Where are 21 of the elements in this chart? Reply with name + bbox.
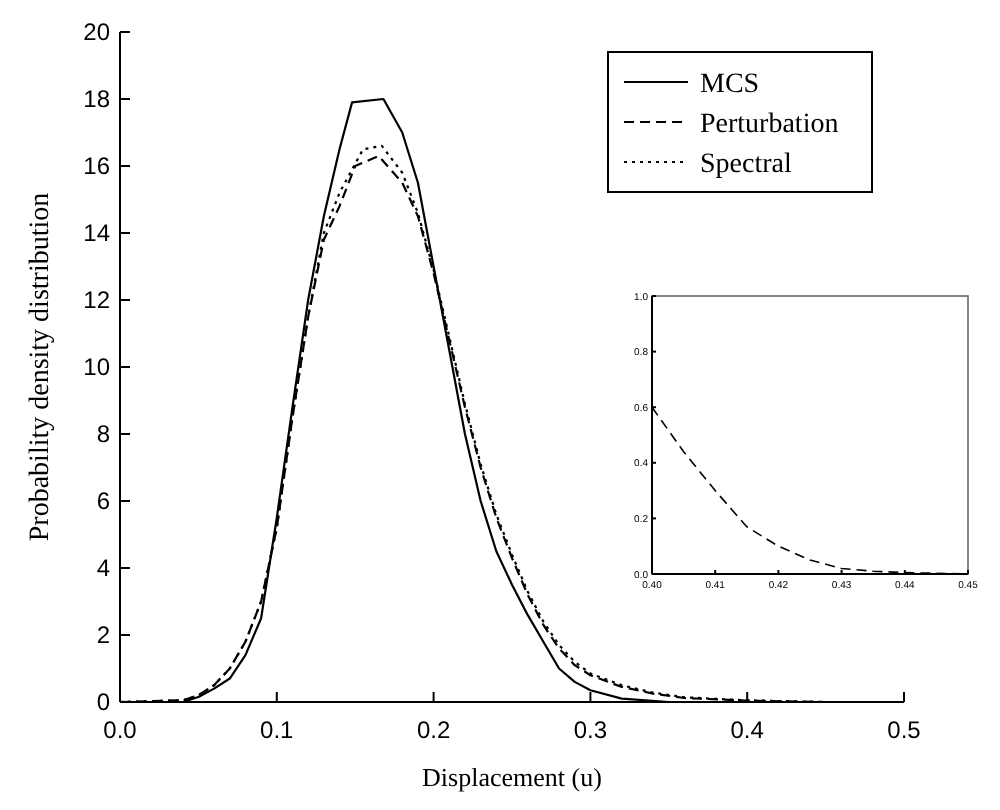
y-tick-label: 18 — [83, 85, 111, 114]
y-tick-label: 12 — [83, 286, 111, 315]
y-tick-label: 16 — [83, 152, 111, 181]
y-tick-label: 0 — [96, 688, 111, 717]
x-tick-label: 0.4 — [730, 716, 765, 744]
x-tick-label: 0.2 — [416, 716, 451, 744]
y-tick-label: 8 — [96, 420, 111, 449]
legend-label: Perturbation — [700, 109, 839, 140]
x-tick-label: 0.5 — [887, 716, 922, 744]
x-axis-title: Displacement (u) — [422, 762, 602, 792]
x-tick-label: 0.1 — [260, 716, 295, 744]
y-tick-label: 6 — [96, 487, 111, 516]
y-tick-label: 10 — [83, 353, 111, 382]
y-tick-label: 4 — [96, 554, 111, 583]
y-tick-label: 2 — [96, 621, 111, 650]
y-tick-label: 14 — [83, 219, 111, 248]
legend-label: MCS — [700, 69, 760, 100]
x-tick-label: 0.3 — [573, 716, 608, 744]
y-axis-title: Probability density distribution — [26, 192, 56, 542]
legend-label: Spectral — [700, 149, 792, 180]
y-tick-label: 20 — [83, 18, 111, 47]
